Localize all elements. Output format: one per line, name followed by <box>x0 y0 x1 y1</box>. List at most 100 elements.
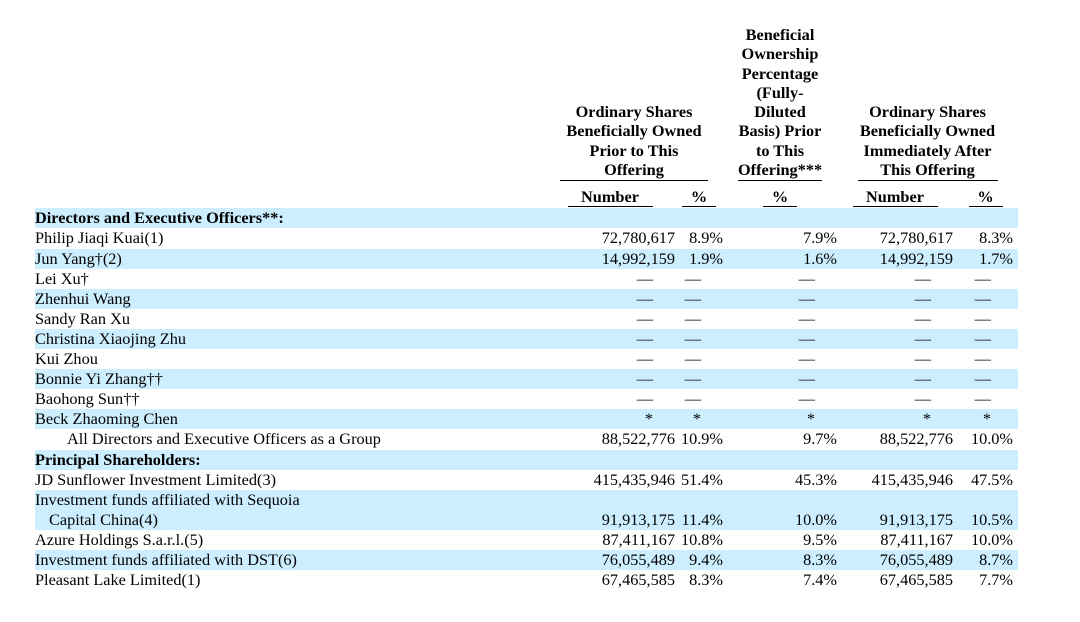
row-label: Lei Xu† <box>35 268 89 288</box>
table-row: Baohong Sun†† — — — — — <box>35 389 1018 409</box>
row-label: Baohong Sun†† <box>35 389 140 409</box>
cell-value: 67,465,585 <box>601 570 675 590</box>
cell-value: — <box>675 369 723 390</box>
cell-value: — <box>545 269 675 289</box>
cell-value: 8.9% <box>689 228 723 248</box>
column-group-title: Ordinary Shares Beneficially Owned Immed… <box>857 102 998 182</box>
column-group-title: Ordinary Shares Beneficially Owned Prior… <box>560 102 708 182</box>
asterisk-value: * <box>644 409 653 429</box>
cell-value: 11.4% <box>675 489 723 530</box>
table-row: Azure Holdings S.a.r.l.(5) 87,411,167 10.8… <box>35 530 1018 550</box>
cell-value: — <box>953 349 1018 369</box>
cell-value <box>953 449 1018 470</box>
table-row: Sandy Ran Xu — — — — — <box>35 309 1018 329</box>
subheader-percent-3: % <box>953 181 1018 208</box>
no-value-dash: — <box>914 308 931 328</box>
cell-value: 91,913,175 <box>545 489 675 530</box>
cell-value: 14,992,159 <box>545 248 675 269</box>
cell-value: 47.5% <box>970 469 1013 489</box>
no-value-dash: — <box>636 308 653 328</box>
cell-value: 88,522,776 <box>601 429 675 449</box>
cell-value <box>675 449 723 470</box>
cell-value: 10.0% <box>970 429 1013 449</box>
no-value-dash: — <box>798 389 815 409</box>
cell-value: — <box>675 309 723 329</box>
row-label-line2: Capital China(4) <box>49 509 158 529</box>
cell-value: — <box>953 328 1018 350</box>
cell-value <box>837 449 953 470</box>
cell-value: — <box>545 288 675 309</box>
cell-value: 9.7% <box>803 429 837 449</box>
column-group-fully-diluted: Beneficial Ownership Percentage (Fully- … <box>723 25 837 182</box>
no-value-dash: — <box>684 328 701 348</box>
cell-value: 10.5% <box>953 489 1018 530</box>
cell-value: 88,522,776 <box>879 429 953 449</box>
no-value-dash: — <box>974 268 991 288</box>
cell-value: 8.3% <box>723 549 837 571</box>
cell-value <box>545 208 675 229</box>
row-label: All Directors and Executive Officers as … <box>67 429 381 449</box>
no-value-dash: — <box>974 349 991 369</box>
row-label: Directors and Executive Officers**: <box>35 208 545 229</box>
cell-value: 9.5% <box>803 529 837 549</box>
column-group-prior-offering: Ordinary Shares Beneficially Owned Prior… <box>545 25 723 182</box>
cell-value: — <box>675 288 723 309</box>
no-value-dash: — <box>636 349 653 369</box>
cell-value: — <box>837 328 953 350</box>
cell-value: 87,411,167 <box>602 529 675 549</box>
row-label: JD Sunflower Investment Limited(3) <box>35 469 277 489</box>
cell-value: — <box>953 389 1018 409</box>
column-subheader-row: Number % % Number % <box>35 181 1018 208</box>
empty-header-cell <box>35 25 545 181</box>
cell-value: 8.7% <box>953 549 1018 571</box>
table-row: Directors and Executive Officers**: <box>35 208 1018 229</box>
cell-value: — <box>723 369 837 390</box>
row-label: Investment funds affiliated with Sequoia… <box>35 489 545 530</box>
column-group-title: Beneficial Ownership Percentage (Fully- … <box>738 25 822 182</box>
cell-value: 1.9% <box>675 248 723 269</box>
cell-value <box>723 449 837 470</box>
cell-value: 76,055,489 <box>545 549 675 571</box>
cell-value: — <box>545 309 675 329</box>
cell-value: * <box>837 409 953 430</box>
cell-value: — <box>545 328 675 350</box>
no-value-dash: — <box>974 288 991 308</box>
cell-value: 45.3% <box>794 469 837 489</box>
no-value-dash: — <box>914 369 931 389</box>
cell-value: 7.9% <box>803 228 837 248</box>
subheader-number-2: Number <box>837 181 953 208</box>
cell-value <box>723 208 837 229</box>
row-label: Azure Holdings S.a.r.l.(5) <box>35 529 204 549</box>
table-row: Pleasant Lake Limited(1) 67,465,585 8.3% 7.… <box>35 570 1018 590</box>
cell-value: 10.0% <box>970 529 1013 549</box>
no-value-dash: — <box>684 369 701 389</box>
beneficial-ownership-table: Ordinary Shares Beneficially Owned Prior… <box>35 25 1018 590</box>
no-value-dash: — <box>636 389 653 409</box>
cell-value: — <box>953 309 1018 329</box>
cell-value: — <box>723 389 837 409</box>
table-row: Bonnie Yi Zhang†† — — — — — <box>35 369 1018 390</box>
table-row: Principal Shareholders: <box>35 449 1018 470</box>
no-value-dash: — <box>684 349 701 369</box>
column-group-after-offering: Ordinary Shares Beneficially Owned Immed… <box>837 25 1018 182</box>
cell-value: 51.4% <box>680 469 723 489</box>
cell-value: — <box>675 328 723 350</box>
no-value-dash: — <box>798 349 815 369</box>
table-row: Beck Zhaoming Chen * * * * * <box>35 409 1018 430</box>
cell-value: 14,992,159 <box>837 248 953 269</box>
asterisk-value: * <box>806 409 815 429</box>
cell-value: 415,435,946 <box>871 469 953 489</box>
table-row: Investment funds affiliated with DST(6) 7… <box>35 549 1018 571</box>
cell-value: — <box>953 369 1018 390</box>
cell-value: 8.3% <box>979 228 1013 248</box>
cell-value: — <box>837 309 953 329</box>
cell-value: — <box>545 369 675 390</box>
no-value-dash: — <box>798 328 815 348</box>
row-label: Principal Shareholders: <box>35 449 545 470</box>
cell-value: 7.4% <box>803 570 837 590</box>
row-label: Christina Xiaojing Zhu <box>35 328 545 350</box>
cell-value: 10.9% <box>680 429 723 449</box>
cell-value: — <box>723 288 837 309</box>
no-value-dash: — <box>914 389 931 409</box>
no-value-dash: — <box>798 308 815 328</box>
